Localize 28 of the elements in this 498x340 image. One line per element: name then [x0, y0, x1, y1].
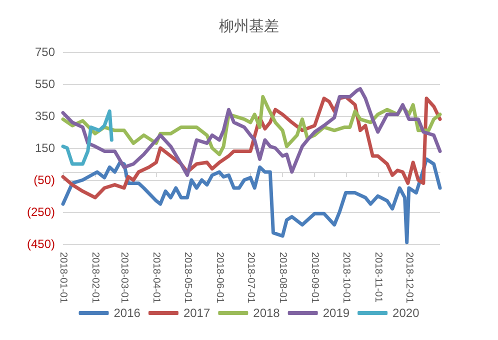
legend-label: 2019: [322, 306, 350, 320]
y-tick-label: (250): [26, 205, 55, 219]
legend-label: 2018: [253, 306, 280, 320]
x-tick-label: 2018-07-01: [244, 252, 256, 304]
x-tick-label: 2018-08-01: [277, 252, 288, 304]
line-series: [61, 109, 114, 166]
chart-title: 柳州基差: [219, 18, 279, 35]
y-tick-label: 150: [34, 141, 56, 155]
y-tick-label: (450): [26, 237, 55, 251]
x-tick-label: 2018-03-01: [118, 252, 130, 304]
line-series: [61, 157, 442, 244]
x-tick-label: 2018-04-01: [150, 252, 162, 304]
y-tick-label: 350: [34, 109, 56, 123]
y-tick-label: 750: [34, 45, 56, 59]
x-tick-label: 2018-02-01: [90, 252, 101, 304]
x-tick-label: 2018-01-01: [58, 252, 68, 304]
x-tick-label: 2018-09-01: [309, 252, 320, 304]
legend-label: 2020: [392, 306, 420, 320]
x-tick-label: 2018-11-01: [372, 252, 384, 303]
y-tick-label: 550: [34, 77, 56, 91]
x-tick-label: 2018-06-01: [214, 252, 225, 304]
x-tick-label: 2018-10-01: [340, 252, 352, 304]
line-series: [61, 87, 442, 177]
x-tick-label: 2018-05-01: [182, 252, 193, 304]
legend-label: 2016: [114, 306, 141, 320]
x-tick-label: 2018-12-01: [403, 252, 414, 304]
legend-label: 2017: [183, 306, 210, 320]
y-tick-label: (50): [34, 173, 55, 187]
